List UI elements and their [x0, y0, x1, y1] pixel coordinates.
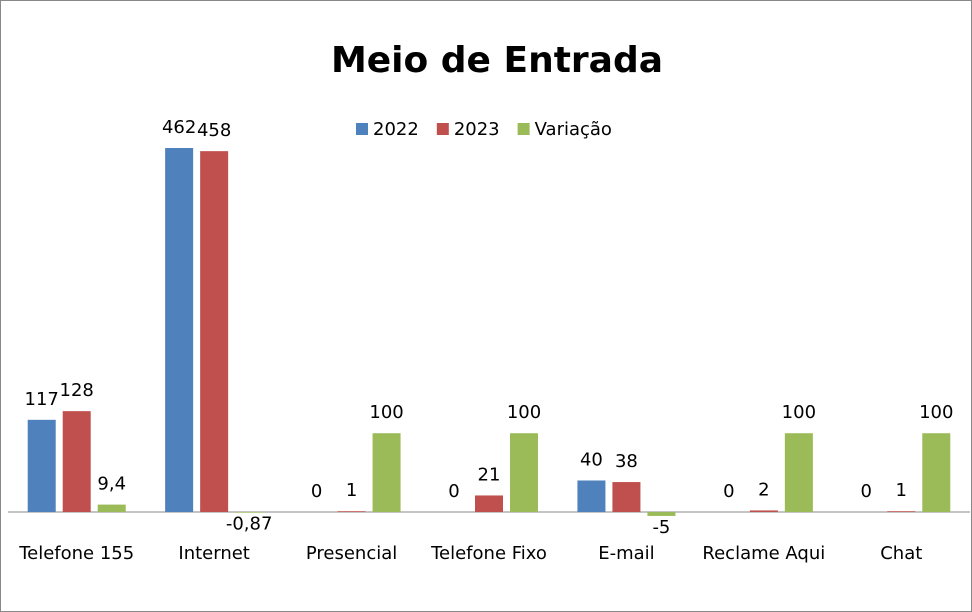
legend-swatch	[356, 123, 368, 135]
x-tick-label: Presencial	[306, 543, 397, 564]
data-label: 100	[507, 402, 541, 423]
bar	[235, 512, 264, 513]
data-label: -5	[652, 517, 670, 538]
legend-label: 2022	[373, 119, 419, 140]
data-label: 40	[580, 449, 603, 470]
bar	[922, 433, 951, 512]
bar	[200, 151, 229, 512]
bar	[647, 512, 676, 516]
bar	[475, 495, 503, 512]
bar	[97, 504, 126, 512]
bar	[577, 480, 606, 512]
bar	[337, 511, 366, 512]
data-label: -0,87	[226, 514, 273, 535]
bar	[165, 148, 194, 512]
data-label: 117	[25, 389, 59, 410]
data-label: 21	[478, 464, 501, 485]
bar	[612, 482, 641, 512]
data-label: 100	[369, 402, 403, 423]
legend-label: 2023	[454, 119, 500, 140]
data-label: 1	[896, 480, 907, 501]
data-label: 1	[346, 480, 357, 501]
chart-title: Meio de Entrada	[331, 40, 663, 81]
data-label: 0	[448, 481, 459, 502]
data-label: 2	[758, 479, 769, 500]
x-tick-label: Reclame Aqui	[702, 543, 825, 564]
data-label: 38	[615, 451, 638, 472]
bar	[62, 411, 91, 512]
x-tick-label: Telefone Fixo	[430, 543, 547, 564]
legend-label: Variação	[535, 119, 612, 140]
data-label: 0	[723, 481, 734, 502]
data-label: 100	[782, 402, 816, 423]
data-label: 462	[162, 117, 196, 138]
data-label: 0	[311, 481, 322, 502]
legend-swatch	[517, 123, 530, 135]
data-label: 100	[919, 402, 953, 423]
data-label: 458	[197, 120, 231, 141]
data-label: 128	[60, 380, 94, 401]
x-tick-label: Chat	[880, 543, 922, 564]
bar	[510, 433, 538, 512]
data-label: 0	[861, 481, 872, 502]
bar	[372, 433, 401, 512]
x-tick-label: Internet	[178, 543, 249, 564]
x-tick-label: E-mail	[598, 543, 654, 564]
bar	[749, 510, 778, 512]
x-tick-label: Telefone 155	[18, 543, 134, 564]
bar	[784, 433, 813, 512]
legend-swatch	[436, 123, 449, 135]
bar	[887, 511, 916, 512]
bar	[27, 419, 56, 512]
data-label: 9,4	[97, 474, 126, 495]
